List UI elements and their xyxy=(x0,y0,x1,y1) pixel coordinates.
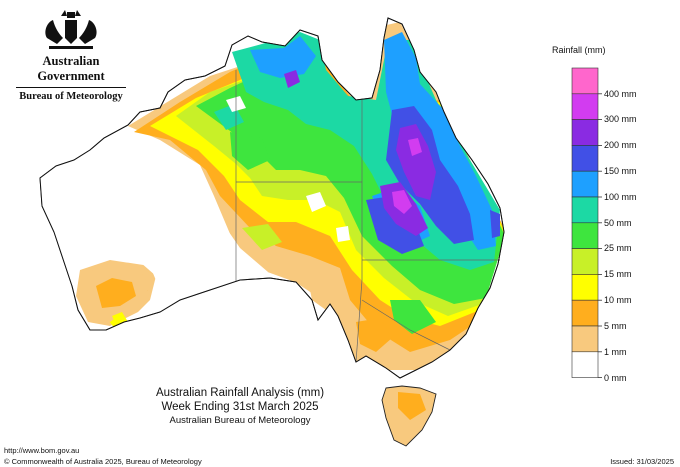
legend-color-bar xyxy=(571,67,599,378)
bureau-name: Bureau of Meteorology xyxy=(19,91,123,102)
legend-swatch-5 xyxy=(571,196,599,224)
map-title: Australian Rainfall Analysis (mm) Week E… xyxy=(120,386,360,427)
legend-swatch-top xyxy=(571,67,599,95)
map-title-line3: Australian Bureau of Meteorology xyxy=(169,415,311,426)
rainfall-field xyxy=(76,22,504,420)
legend-ticks xyxy=(598,93,602,379)
legend-swatch-1 xyxy=(571,93,599,120)
legend-title: Rainfall (mm) xyxy=(552,45,606,55)
government-logo: Australian Government Bureau of Meteorol… xyxy=(10,8,132,102)
legend-swatch-9 xyxy=(571,299,599,327)
legend-label-15: 15 mm xyxy=(604,269,632,279)
legend-swatch-3 xyxy=(571,145,599,172)
coat-of-arms-icon xyxy=(45,10,97,49)
legend-label-400: 400 mm xyxy=(604,89,637,99)
legend-label-200: 200 mm xyxy=(604,140,637,150)
legend-swatch-8 xyxy=(571,274,599,301)
logo-divider xyxy=(16,87,126,88)
legend-label-300: 300 mm xyxy=(604,114,637,124)
legend-swatch-2 xyxy=(571,119,599,146)
legend-label-10: 10 mm xyxy=(604,295,632,305)
legend-swatch-6 xyxy=(571,222,599,249)
map-title-line2: Week Ending 31st March 2025 xyxy=(161,401,319,413)
state-borders xyxy=(235,70,500,363)
legend-swatch-7 xyxy=(571,248,599,275)
legend-label-50: 50 mm xyxy=(604,218,632,228)
government-name: Australian Government xyxy=(37,54,105,83)
dry-interior xyxy=(40,134,268,328)
legend-label-5: 5 mm xyxy=(604,321,627,331)
footer-copyright: © Commonwealth of Australia 2025, Bureau… xyxy=(4,457,202,466)
legend-swatch-10 xyxy=(571,325,599,353)
footer-url[interactable]: http://www.bom.gov.au xyxy=(4,446,80,455)
map-title-line1: Australian Rainfall Analysis (mm) xyxy=(155,387,325,399)
legend-label-150: 150 mm xyxy=(604,166,637,176)
legend-swatch-4 xyxy=(571,170,599,198)
legend-swatch-11 xyxy=(571,351,599,378)
coastline xyxy=(39,17,505,379)
footer-issued: Issued: 31/03/2025 xyxy=(610,457,674,466)
legend-label-100: 100 mm xyxy=(604,192,637,202)
legend-label-0: 0 mm xyxy=(604,373,627,383)
legend-label-25: 25 mm xyxy=(604,243,632,253)
legend-label-1: 1 mm xyxy=(604,347,627,357)
